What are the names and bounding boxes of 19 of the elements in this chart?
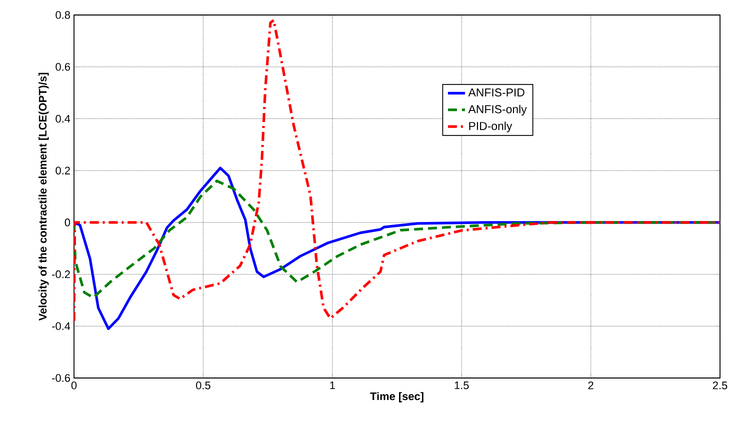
legend-label: ANFIS-only <box>468 104 527 116</box>
x-axis-title: Time [sec] <box>370 392 424 402</box>
legend-label: PID-only <box>469 122 512 132</box>
legend-label: ANFIS-PID <box>468 88 524 97</box>
y-tick-label: 0.8 <box>56 11 70 19</box>
x-tick-label: 2.5 <box>712 382 728 390</box>
y-tick-label: 0.4 <box>56 114 70 123</box>
x-tick-label: 0.5 <box>196 382 210 390</box>
y-tick-label: -0.4 <box>52 322 70 330</box>
x-tick-label: 1.5 <box>454 382 469 390</box>
y-tick-label: 0 <box>64 218 70 226</box>
x-tick-label: 2 <box>588 382 594 390</box>
y-tick-label: 0.2 <box>56 166 70 174</box>
y-axis-title: Velocity of the contractile element [LCE(OPT)/s] <box>38 72 49 321</box>
y-tick-label: -0.2 <box>52 270 70 278</box>
x-tick-label: 1 <box>330 382 335 390</box>
y-tick-label: 0.6 <box>56 62 70 71</box>
x-tick-label: 0 <box>71 382 77 390</box>
y-tick-label: -0.6 <box>52 374 70 382</box>
